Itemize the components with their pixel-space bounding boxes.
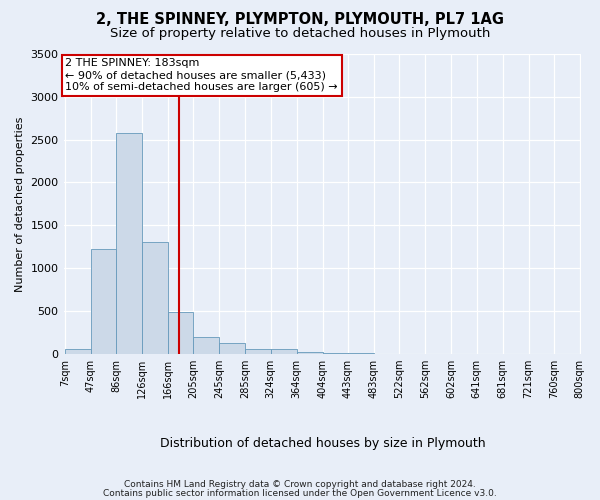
Bar (271, 349, 297, 354)
Text: Size of property relative to detached houses in Plymouth: Size of property relative to detached ho… (110, 28, 490, 40)
Bar (245, 349, 271, 354)
Bar (116, 133, 142, 354)
Bar (193, 336, 220, 354)
Bar (142, 242, 168, 354)
Text: Contains public sector information licensed under the Open Government Licence v3: Contains public sector information licen… (103, 488, 497, 498)
Y-axis label: Number of detached properties: Number of detached properties (15, 116, 25, 292)
Bar (220, 344, 245, 354)
Text: Contains HM Land Registry data © Crown copyright and database right 2024.: Contains HM Land Registry data © Crown c… (124, 480, 476, 489)
Bar (297, 352, 323, 354)
Bar (65, 350, 91, 354)
Text: 2 THE SPINNEY: 183sqm
← 90% of detached houses are smaller (5,433)
10% of semi-d: 2 THE SPINNEY: 183sqm ← 90% of detached … (65, 58, 338, 92)
Bar (323, 353, 348, 354)
Text: 2, THE SPINNEY, PLYMPTON, PLYMOUTH, PL7 1AG: 2, THE SPINNEY, PLYMPTON, PLYMOUTH, PL7 … (96, 12, 504, 28)
Bar (91, 250, 116, 354)
X-axis label: Distribution of detached houses by size in Plymouth: Distribution of detached houses by size … (160, 437, 485, 450)
Bar (168, 312, 193, 354)
